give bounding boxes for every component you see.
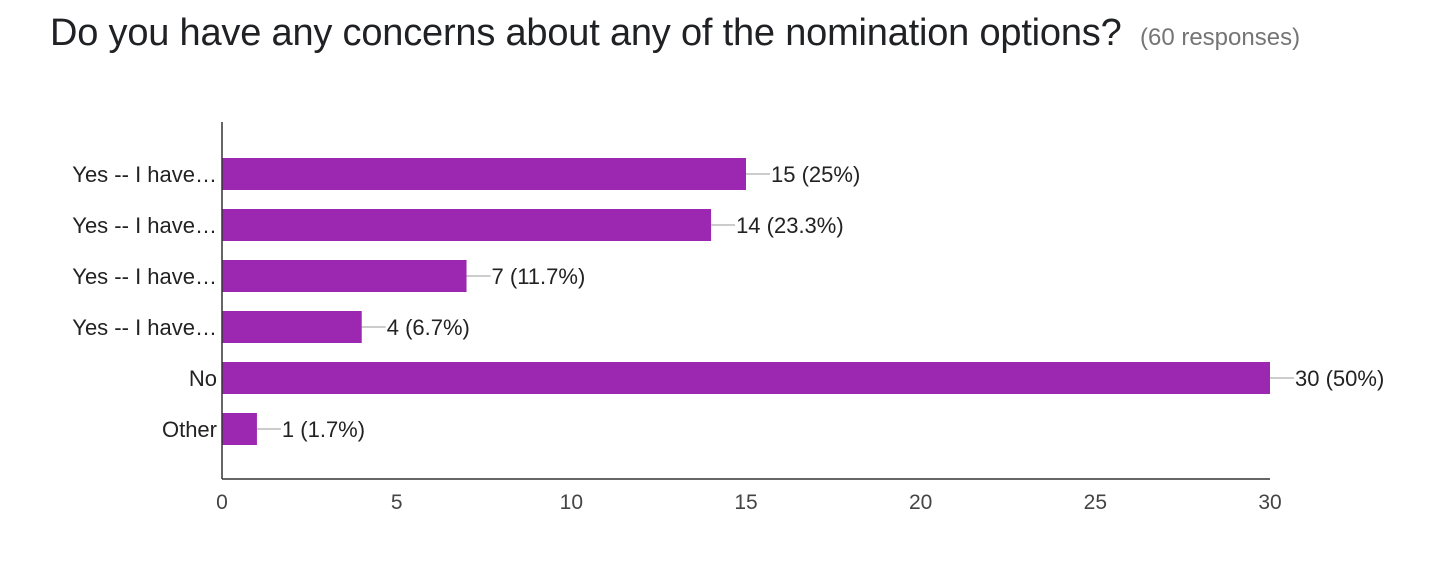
bar: [222, 311, 362, 343]
data-label: 14 (23.3%): [736, 213, 844, 238]
data-label: 1 (1.7%): [282, 417, 365, 442]
x-tick-label: 25: [1084, 491, 1107, 514]
category-label: Yes -- I have…: [72, 264, 217, 289]
data-label: 15 (25%): [771, 162, 860, 187]
x-tick-label: 20: [909, 491, 932, 514]
category-label: Other: [162, 417, 217, 442]
bar: [222, 260, 467, 292]
bar: [222, 209, 712, 241]
x-tick-label: 5: [391, 491, 403, 514]
data-label: 7 (11.7%): [492, 264, 586, 289]
data-label: 30 (50%): [1295, 366, 1384, 391]
bar: [222, 413, 257, 445]
bar: [222, 158, 746, 190]
category-label: Yes -- I have…: [72, 213, 217, 238]
category-label: Yes -- I have…: [72, 162, 217, 187]
category-label: Yes -- I have…: [72, 315, 217, 340]
x-tick-label: 10: [560, 491, 583, 514]
response-count: (60 responses): [1139, 24, 1301, 51]
category-label: No: [189, 366, 217, 391]
chart-header: Do you have any concerns about any of th…: [50, 12, 1300, 55]
x-tick-label: 30: [1258, 491, 1281, 514]
chart-title: Do you have any concerns about any of th…: [50, 12, 1122, 54]
data-label: 4 (6.7%): [387, 315, 470, 340]
x-tick-label: 0: [216, 491, 228, 514]
x-tick-label: 15: [734, 491, 757, 514]
bar: [222, 362, 1270, 394]
